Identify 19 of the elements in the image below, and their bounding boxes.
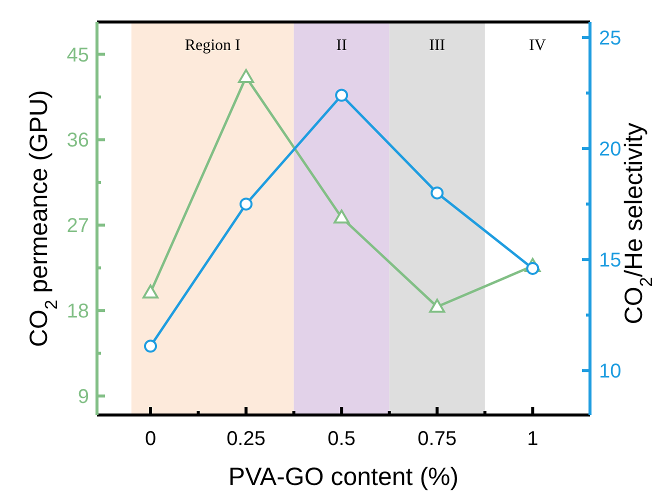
x-tick-label: 0 <box>144 428 156 450</box>
y-tick-label: 45 <box>66 44 89 66</box>
x-tick-label: 0.5 <box>328 428 356 450</box>
annotation: IV <box>529 37 546 54</box>
x-tick-label: 1 <box>527 428 538 450</box>
band-label: Region I <box>184 37 240 54</box>
y-tick-label: 27 <box>66 215 89 238</box>
y-tick-label: 18 <box>66 300 89 323</box>
y-tick-label: 36 <box>66 130 89 152</box>
band-label: II <box>336 37 347 54</box>
y2-tick-label: 10 <box>599 360 622 383</box>
y2-tick-label: 25 <box>599 28 622 50</box>
x-tick-label: 0.25 <box>226 428 266 450</box>
y2-tick-label: 15 <box>599 250 622 272</box>
y-tick-label: 9 <box>78 386 89 408</box>
band-label: III <box>429 37 446 54</box>
x-tick-label: 0.75 <box>418 428 457 450</box>
y2-tick-label: 20 <box>599 138 622 161</box>
x-axis-title: PVA-GO content (%) <box>228 463 459 491</box>
